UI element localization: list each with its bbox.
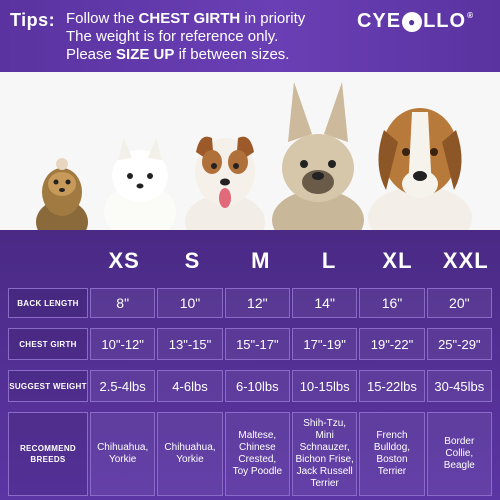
brand-right: LLO <box>423 10 467 32</box>
brand-registered-mark: ® <box>467 11 474 20</box>
chest-girth-s: 13"-15" <box>157 328 223 360</box>
tips-line-1-bold: CHEST GIRTH <box>138 10 241 27</box>
recommend-breeds-l: Shih-Tzu, Mini Schnauzer, Bichon Frise, … <box>291 412 358 496</box>
breed-line: Shih-Tzu, <box>303 418 347 429</box>
suggest-weight-m: 6-10lbs <box>224 370 290 402</box>
recommend-breeds-m: Maltese, Chinese Crested, Toy Poodle <box>224 412 290 496</box>
breed-line: Chihuahua, <box>97 442 149 453</box>
suggest-weight-s: 4-6lbs <box>157 370 223 402</box>
size-m: M <box>251 248 271 273</box>
back-length-label: BACK LENGTH <box>8 288 88 318</box>
breed-line: French <box>376 430 408 441</box>
size-l: L <box>321 248 337 273</box>
size-xs: XS <box>108 248 140 273</box>
breed-line: Chinese <box>238 442 276 453</box>
chest-girth-xl: 19"-22" <box>359 328 425 360</box>
size-s: S <box>184 248 201 273</box>
brand-left: CYE <box>356 10 402 32</box>
tips-label: Tips: <box>10 10 56 30</box>
pomeranian-dog-image <box>104 138 176 230</box>
chest-girth-l: 17"-19" <box>291 328 358 360</box>
jack-russell-dog-image <box>185 136 265 230</box>
size-header-row: XS S M L XL XXL <box>90 248 500 278</box>
breed-line: Boston Terrier <box>376 454 408 477</box>
beagle-dog-image <box>368 108 472 230</box>
recommend-breeds-label-line-1: RECOMMEND <box>19 444 77 453</box>
back-length-row: BACK LENGTH 8" 10" 12" 14" 16" 20" <box>8 288 492 318</box>
tips-line-3-prefix: Please <box>66 46 117 63</box>
size-xxl: XXL <box>442 248 489 273</box>
breed-line: Yorkie <box>176 454 204 465</box>
dogs-illustration <box>36 82 472 230</box>
chest-girth-m: 15"-17" <box>224 328 290 360</box>
chest-girth-row: CHEST GIRTH 10"-12" 13"-15" 15"-17" 17"-… <box>8 328 492 360</box>
breed-line: Maltese, <box>238 430 277 441</box>
back-length-xs: 8" <box>90 288 156 318</box>
yorkie-dog-image <box>36 158 88 230</box>
breed-line: Border Collie, <box>444 436 475 459</box>
recommend-breeds-xl: French Bulldog, Boston Terrier <box>359 412 425 496</box>
chest-girth-xs: 10"-12" <box>90 328 156 360</box>
size-chart-table <box>0 230 500 500</box>
tips-line-1: Follow the CHEST GIRTH in priority <box>66 10 305 28</box>
chest-girth-label: CHEST GIRTH <box>8 328 88 360</box>
back-length-m: 12" <box>224 288 290 318</box>
breed-line: Jack Russell <box>296 466 353 477</box>
chest-girth-xxl: 25"-29" <box>426 328 492 360</box>
breed-line: Terrier <box>310 478 339 489</box>
breed-line: Beagle <box>443 460 475 471</box>
back-length-xxl: 20" <box>426 288 492 318</box>
tips-line-1-prefix: Follow the <box>66 10 139 27</box>
breed-line: Crested, <box>238 454 277 465</box>
recommend-breeds-xxl: Border Collie, Beagle <box>426 412 492 496</box>
paw-logo-icon: ● <box>402 11 423 32</box>
tips-line-1-suffix: in priority <box>240 10 306 27</box>
tips-line-3: Please SIZE UP if between sizes. <box>66 46 305 64</box>
suggest-weight-label: SUGGEST WEIGHT <box>8 370 88 402</box>
breed-line: Toy Poodle <box>232 466 283 477</box>
suggest-weight-xl: 15-22lbs <box>359 370 425 402</box>
tips-header: Tips: Follow the CHEST GIRTH in priority… <box>0 0 500 72</box>
back-length-l: 14" <box>291 288 358 318</box>
breed-line: Yorkie <box>108 454 137 465</box>
recommend-breeds-row: RECOMMEND BREEDS Chihuahua, Yorkie Chihu… <box>8 412 492 496</box>
breed-line: Bulldog, <box>373 442 411 453</box>
breed-line: Mini Schnauzer, <box>299 430 350 453</box>
breed-line: Bichon Frise, <box>295 454 354 465</box>
suggest-weight-row: SUGGEST WEIGHT 2.5-4lbs 4-6lbs 6-10lbs 1… <box>8 370 492 402</box>
dog-photo-strip <box>0 72 500 230</box>
tips-text: Follow the CHEST GIRTH in priority The w… <box>66 10 305 64</box>
recommend-breeds-xs: Chihuahua, Yorkie <box>90 412 156 496</box>
tips-line-3-bold: SIZE UP <box>116 46 175 63</box>
tips-line-3-suffix: if between sizes. <box>174 46 290 63</box>
tips-line-2: The weight is for reference only. <box>66 28 279 45</box>
french-bulldog-dog-image <box>272 82 364 230</box>
suggest-weight-xs: 2.5-4lbs <box>90 370 156 402</box>
recommend-breeds-label: RECOMMEND BREEDS <box>8 412 88 496</box>
recommend-breeds-label-line-2: BREEDS <box>30 455 66 464</box>
suggest-weight-xxl: 30-45lbs <box>426 370 492 402</box>
recommend-breeds-s: Chihuahua, Yorkie <box>157 412 223 496</box>
back-length-xl: 16" <box>359 288 425 318</box>
breed-line: Chihuahua, <box>164 442 216 453</box>
suggest-weight-l: 10-15lbs <box>291 370 358 402</box>
back-length-s: 10" <box>157 288 223 318</box>
brand-logo: CYE ● LLO ® <box>357 10 474 33</box>
size-xl: XL <box>382 248 413 273</box>
